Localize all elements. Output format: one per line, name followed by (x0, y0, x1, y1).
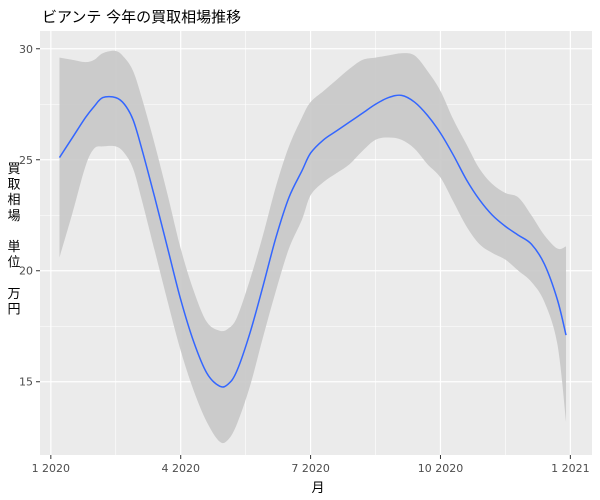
x-tick-label: 10 2020 (418, 462, 464, 475)
x-tick-label: 4 2020 (161, 462, 200, 475)
x-tick-label: 1 2020 (32, 462, 71, 475)
y-axis-label-char: 単 (7, 239, 20, 255)
y-axis-label-char: 位 (7, 256, 20, 271)
y-axis-label-char: 相 (7, 193, 20, 208)
confidence-band (59, 50, 567, 444)
y-axis-label-char: 万 (7, 287, 20, 302)
x-axis-label: 月 (311, 481, 324, 496)
y-axis-label-char: 場 (7, 209, 20, 224)
y-axis-label-char: 買 (7, 162, 20, 177)
y-axis: 15 20 25 30 (19, 43, 40, 389)
y-axis-label-char: 取 (7, 178, 20, 193)
y-axis-label-char: 円 (7, 302, 20, 317)
y-tick-label: 25 (19, 154, 33, 167)
y-tick-label: 20 (19, 265, 33, 278)
x-axis: 1 2020 4 2020 7 2020 10 2020 1 2021 (32, 455, 590, 475)
chart-title: ビアンテ 今年の買取相場推移 (42, 8, 241, 26)
x-tick-label: 7 2020 (291, 462, 330, 475)
y-tick-label: 15 (19, 376, 33, 389)
x-tick-label: 1 2021 (551, 462, 590, 475)
y-tick-label: 30 (19, 43, 33, 56)
smooth-trend-line (58, 94, 567, 388)
